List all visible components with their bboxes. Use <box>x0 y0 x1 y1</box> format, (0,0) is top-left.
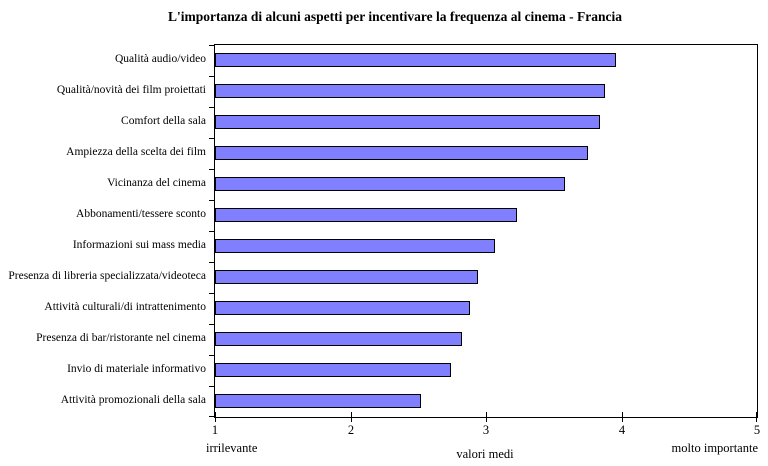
category-tick <box>209 355 215 356</box>
x-tick <box>622 412 623 422</box>
category-label: Invio di materiale informativo <box>67 363 206 375</box>
category-label: Qualità/novità dei film proiettati <box>56 84 206 96</box>
category-tick <box>209 107 215 108</box>
x-axis-left-label: irrilevante <box>206 441 258 455</box>
x-axis-title: valori medi <box>456 447 514 461</box>
x-tick-label: 3 <box>482 423 490 437</box>
x-tick <box>756 412 757 422</box>
category-tick <box>209 386 215 387</box>
x-tick-label: 4 <box>618 423 626 437</box>
category-label: Ampiezza della scelta dei film <box>66 146 206 158</box>
category-tick <box>209 262 215 263</box>
category-label: Comfort della sala <box>121 115 206 127</box>
category-label: Informazioni sui mass media <box>72 239 206 251</box>
category-tick <box>209 293 215 294</box>
category-label: Presenza di bar/ristorante nel cinema <box>36 332 206 344</box>
bar <box>215 177 565 191</box>
category-tick <box>209 138 215 139</box>
x-axis-right-label: molto importante <box>671 441 758 455</box>
category-tick <box>209 45 215 46</box>
category-tick <box>209 200 215 201</box>
bar <box>215 332 462 346</box>
category-label: Qualità audio/video <box>114 53 206 65</box>
bar <box>215 270 478 284</box>
category-label: Attività culturali/di intrattenimento <box>44 301 206 313</box>
x-tick-label: 5 <box>753 423 761 437</box>
x-tick <box>215 412 216 422</box>
bar <box>215 394 421 408</box>
plot-area: 1 2 3 4 5 <box>209 44 760 437</box>
category-label: Attività promozionali della sala <box>60 394 206 406</box>
bar <box>215 53 616 67</box>
x-tick <box>486 412 487 422</box>
bar <box>215 84 605 98</box>
x-tick-label: 2 <box>347 423 355 437</box>
chart-title: L'importanza di alcuni aspetti per incen… <box>167 9 623 24</box>
bar <box>215 239 495 253</box>
category-label: Abbonamenti/tessere sconto <box>76 208 206 220</box>
x-tick <box>351 412 352 422</box>
x-tick-label: 1 <box>211 423 219 437</box>
bar <box>215 146 588 160</box>
category-tick <box>209 416 215 417</box>
category-tick <box>209 169 215 170</box>
bar <box>215 208 517 222</box>
category-tick <box>209 231 215 232</box>
bar <box>215 363 451 377</box>
category-tick <box>209 76 215 77</box>
bar <box>215 115 600 129</box>
category-label: Vicinanza del cinema <box>107 177 206 189</box>
category-tick <box>209 324 215 325</box>
category-label: Presenza di libreria specializzata/video… <box>8 270 206 282</box>
bar <box>215 301 470 315</box>
